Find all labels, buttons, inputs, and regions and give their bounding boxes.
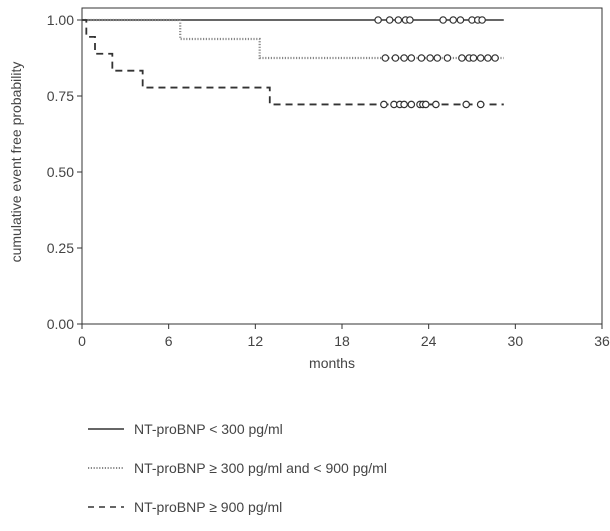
legend-swatch-solid [88, 428, 124, 430]
x-tick-label: 18 [334, 333, 350, 349]
y-tick-label: 0.75 [47, 88, 74, 104]
x-tick-label: 12 [248, 333, 264, 349]
censor-mark [406, 16, 414, 24]
legend-item-2: NT-proBNP ≥ 300 pg/ml and < 900 pg/ml [88, 453, 588, 483]
series-2 [82, 18, 504, 62]
censor-mark [456, 16, 465, 24]
censor-mark [400, 54, 408, 62]
censor-mark [478, 16, 486, 24]
censor-mark [426, 54, 434, 62]
legend-label: NT-proBNP ≥ 900 pg/ml [134, 499, 283, 515]
km-chart: 0.00 0.25 0.50 0.75 1.00 0 6 12 18 24 30 36 months cu… [8, 7, 610, 371]
legend-item-1: NT-proBNP < 300 pg/ml [88, 414, 588, 444]
censor-mark [439, 16, 447, 24]
censor-mark [484, 54, 492, 62]
chart-area: 0.00 0.25 0.50 0.75 1.00 0 6 12 18 24 30 36 months cu… [8, 7, 610, 371]
censor-mark [391, 54, 400, 62]
series-3 [82, 19, 504, 109]
legend-swatch-dotted [88, 467, 124, 469]
censor-mark [381, 54, 390, 62]
censor-mark [407, 100, 416, 109]
legend-label: NT-proBNP < 300 pg/ml [134, 421, 283, 437]
censor-mark [491, 54, 499, 62]
y-axis-title: cumulative event free probability [8, 62, 24, 263]
x-axis-title: months [309, 355, 355, 371]
y-tick-label: 0.00 [47, 316, 74, 332]
legend-label: NT-proBNP ≥ 300 pg/ml and < 900 pg/ml [134, 460, 387, 476]
censor-mark [407, 54, 416, 62]
censor-mark [476, 100, 485, 109]
y-tick-label: 0.50 [47, 164, 74, 180]
censor-mark [380, 100, 388, 109]
censor-mark [417, 54, 426, 62]
censor-mark [443, 54, 452, 62]
censor-mark [374, 16, 382, 24]
x-tick-label: 0 [78, 333, 86, 349]
series-line [82, 19, 504, 106]
x-tick-label: 36 [594, 333, 610, 349]
censor-mark [476, 54, 485, 62]
series-line [82, 18, 504, 60]
legend-swatch-dashed [88, 506, 124, 508]
x-tick-label: 30 [508, 333, 524, 349]
censor-mark [400, 100, 408, 109]
y-tick-label: 1.00 [47, 12, 74, 28]
x-tick-label: 6 [165, 333, 173, 349]
y-tick-label: 0.25 [47, 240, 74, 256]
censor-mark [432, 100, 440, 109]
x-tick-label: 24 [421, 333, 437, 349]
censor-mark [421, 100, 430, 109]
censor-mark [458, 54, 466, 62]
censor-mark [394, 16, 403, 24]
censor-mark [469, 54, 478, 62]
censor-mark [449, 16, 458, 24]
legend-item-3: NT-proBNP ≥ 900 pg/ml [88, 492, 588, 522]
censor-mark [385, 16, 394, 24]
plot-frame [81, 7, 603, 325]
series-1 [82, 16, 504, 24]
censor-mark [462, 100, 471, 109]
censor-mark [433, 54, 442, 62]
legend: NT-proBNP < 300 pg/ml NT-proBNP ≥ 300 pg… [88, 414, 588, 531]
